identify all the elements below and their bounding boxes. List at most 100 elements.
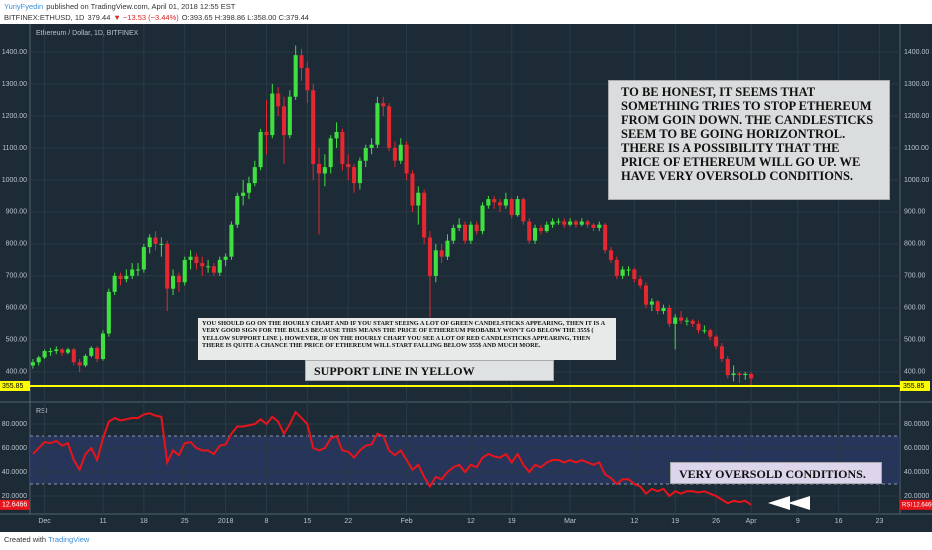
candle-body [614,259,619,276]
candle-body [246,183,252,193]
y-tick-label: 1200.00 [904,113,929,120]
candle-body [550,221,555,225]
candle-body [276,93,281,107]
candle-body [556,221,561,223]
candle-body [200,263,205,267]
header-line: BITFINEX:ETHUSD, 1D 379.44 ▼ −13.53 (−3.44… [4,13,312,22]
candle-body [392,147,397,161]
y-tick-label: 1300.00 [2,81,27,88]
x-tick-label: 22 [344,518,352,525]
y-tick-label: 700.00 [6,273,28,280]
y-tick-label: 80.0000 [904,421,929,428]
y-tick-label: 800.00 [6,241,28,248]
candle-body [422,192,427,238]
candle-body [708,330,713,337]
candle-body [632,269,637,280]
candle-body [270,93,275,136]
candle-body [462,224,468,241]
rsi-tag [900,499,932,510]
candle-body [118,275,123,280]
candle-body [492,199,497,203]
candle-body [749,373,754,379]
candle-body [135,269,141,271]
candle-body [334,131,339,139]
symbol: BITFINEX:ETHUSD, 1D [4,13,85,22]
candle-body [159,243,164,245]
x-tick-label: 25 [181,518,189,525]
candle-body [328,138,333,168]
candle-body [544,224,549,232]
candle-body [54,349,59,352]
y-tick-label: 1100.00 [2,145,27,152]
y-tick-label: 800.00 [904,241,926,248]
x-tick-label: Dec [38,518,51,525]
candle-body [206,266,211,268]
candle-body [568,221,573,225]
candle-body [503,199,508,206]
brand[interactable]: TradingView [48,535,90,544]
price-tag [0,380,30,391]
candle-body [381,103,386,107]
candle-body [591,224,596,228]
candle-body [316,163,322,174]
candle-body [211,266,216,273]
candle-body [363,147,368,161]
candle-body [527,221,532,241]
y-tick-label: 1000.00 [2,177,27,184]
candle-body [410,173,415,206]
candle-body [95,347,100,360]
candle-body [77,362,82,366]
candle-body [229,224,234,257]
candle-body [340,131,345,164]
candle-body [562,221,567,225]
x-tick-label: 19 [671,518,679,525]
candle-body [387,106,392,148]
price-tag [900,380,930,391]
candle-body [217,259,222,273]
candle-body [655,301,660,312]
candle-body [188,256,193,260]
annotation: VERY OVERSOLD CONDITIONS. [670,462,882,484]
y-tick-label: 600.00 [904,305,926,312]
candle-body [608,250,614,260]
candle-body [241,192,246,196]
x-tick-label: Mar [564,518,577,525]
y-tick-label: 1400.00 [904,49,929,56]
annotation: TO BE HONEST, IT SEEMS THAT SOMETHING TR… [608,80,890,200]
candle-body [521,199,526,222]
candle-body [100,333,106,360]
candle-body [445,240,450,257]
candle-body [281,106,287,136]
candle-body [252,167,257,184]
price-tag-label: 355.85 [2,383,24,390]
y-tick-label: 60.0000 [904,445,929,452]
candle-body [433,250,438,276]
author[interactable]: YuriyFyedin [4,2,44,11]
x-tick-label: 23 [876,518,884,525]
x-tick-label: 2018 [218,518,234,525]
candle-body [538,227,543,232]
candle-body [130,269,135,276]
header-line: YuriyFyedin published on TradingView.com,… [4,2,238,11]
candle-body [106,291,111,334]
candle-body [398,144,403,161]
candle-body [497,202,503,206]
rsi-tag [0,499,30,510]
candle-body [480,205,485,232]
x-tick-label: 9 [796,518,800,525]
candle-body [147,237,152,248]
candle-body [311,90,316,164]
y-tick-label: 400.00 [904,369,926,376]
y-tick-label: 1200.00 [2,113,27,120]
chart-title: Ethereum / Dollar, 1D, BITFINEX [36,30,139,37]
candle-body [293,55,298,97]
candle-body [643,285,649,305]
change: ▼ −13.53 (−3.44%) [113,13,179,22]
candle-body [60,349,65,353]
x-tick-label: 15 [303,518,311,525]
candle-body [451,227,456,241]
candle-body [352,167,357,184]
published: published on TradingView.com, April 01, … [46,2,236,11]
candle-body [182,259,187,283]
